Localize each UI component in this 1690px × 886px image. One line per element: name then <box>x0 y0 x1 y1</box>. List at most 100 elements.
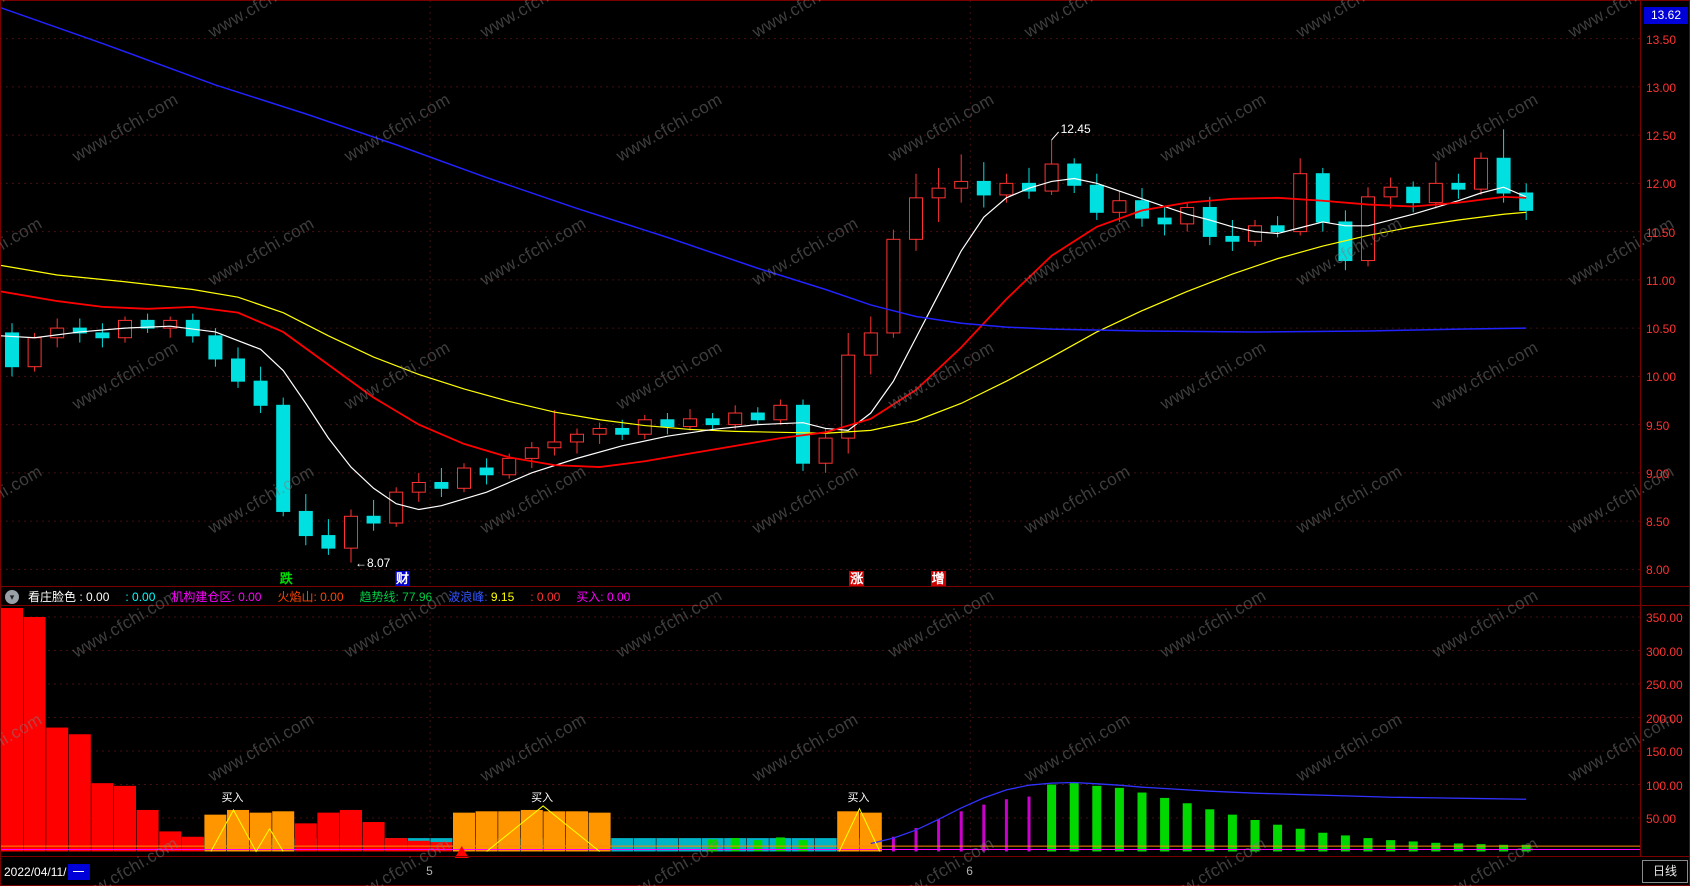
candle-body <box>705 418 720 426</box>
candle-body <box>750 412 765 421</box>
candle-body <box>1022 182 1036 192</box>
candle-body <box>208 335 223 360</box>
indicator-bar-green <box>708 839 718 852</box>
candle-body <box>728 412 743 426</box>
candle-body <box>140 319 155 329</box>
candle-body <box>1451 182 1466 190</box>
candle-body <box>1496 157 1511 194</box>
indicator-value-7: 买入: 0.00 <box>576 589 631 604</box>
candle-body <box>1270 225 1285 233</box>
indicator-bar-green <box>1521 844 1531 852</box>
candle-body <box>524 447 539 459</box>
indicator-bar-green <box>1250 820 1260 852</box>
indicator-bar-red <box>159 831 182 852</box>
high-pointer <box>1051 131 1059 141</box>
candle-body <box>615 427 630 435</box>
indicator-bar-green <box>1227 814 1237 852</box>
candle-body <box>321 535 336 549</box>
indicator-bar-green <box>1137 792 1147 852</box>
candle-body <box>1248 225 1262 242</box>
candle-body <box>976 180 991 196</box>
indicator-bar-magenta <box>959 811 963 852</box>
indicator-bar-red <box>91 783 114 852</box>
indicator-bar-red <box>430 842 453 852</box>
indicator-bar-green <box>1431 842 1441 852</box>
indicator-bar-orange <box>566 811 588 852</box>
indicator-bar-orange <box>498 811 521 852</box>
last-price-marker: 13.62 <box>1644 7 1688 24</box>
candle-body <box>1519 192 1534 211</box>
candle-body <box>1383 186 1398 198</box>
indicator-bar-red <box>385 838 408 852</box>
indicator-bar-red <box>23 617 46 852</box>
candle-body <box>1474 157 1488 190</box>
indicator-bar-red <box>136 809 159 852</box>
indicator-bar-orange <box>249 812 272 852</box>
collapse-icon[interactable]: ▾ <box>5 589 19 604</box>
candle-body <box>72 327 87 334</box>
candle-body <box>389 491 404 524</box>
buy-zigzag <box>838 807 881 852</box>
candle-body <box>683 418 697 428</box>
period-selector[interactable]: 日线 <box>1642 860 1688 883</box>
candle-body <box>1315 173 1330 223</box>
indicator-value-4: 趋势线: 77.96 <box>359 589 433 604</box>
indicator-line-blue <box>870 781 1527 845</box>
candle-body <box>231 358 245 382</box>
candle-body <box>1406 186 1421 204</box>
candle-body <box>95 332 110 339</box>
indicator-bar-orange <box>588 812 611 852</box>
buy-zigzag <box>486 805 600 852</box>
indicator-value-1: : 0.00 <box>125 589 156 604</box>
candle-body <box>1089 184 1104 213</box>
indicator-bar-red <box>362 822 385 852</box>
indicator-bar-red <box>1 608 23 852</box>
indicator-bar-green <box>1160 797 1170 852</box>
candle-body <box>366 515 381 524</box>
indicator-bar-orange <box>453 812 475 852</box>
candle-body <box>1157 217 1172 225</box>
date-text: 2022/04/11/ <box>4 865 67 879</box>
candle-body <box>344 515 358 549</box>
indicator-bar-cyan <box>656 838 679 852</box>
candle-body <box>276 404 291 512</box>
candle-body <box>954 180 969 189</box>
indicator-bar-orange <box>204 814 227 852</box>
indicator-bar-cyan <box>814 838 837 852</box>
candle-body <box>570 433 584 443</box>
candle-body <box>909 197 923 240</box>
candle-body <box>479 467 494 476</box>
up-arrow-icon <box>454 846 469 858</box>
indicator-bar-green <box>1069 782 1079 852</box>
candle-body <box>773 404 788 421</box>
candle-body <box>592 427 607 435</box>
candle-body <box>1112 200 1127 213</box>
indicator-value-3: 火焰山: 0.00 <box>277 589 344 604</box>
indicator-bar-green <box>1499 844 1509 852</box>
candle-body <box>660 419 675 428</box>
indicator-bar-magenta <box>1027 796 1031 852</box>
indicator-bar-green <box>1273 824 1283 852</box>
indicator-bar-red <box>181 836 204 852</box>
indicator-bar-green <box>1295 828 1305 852</box>
candle-body <box>999 182 1014 196</box>
ma-line-white <box>0 177 1527 511</box>
indicator-value-0: 看庄脸色 : 0.00 <box>28 589 110 604</box>
indicator-bar-orange <box>475 811 498 852</box>
buy-zigzag <box>210 808 284 853</box>
candle-body <box>1067 163 1082 186</box>
candle-body <box>502 457 517 476</box>
candle-body <box>547 441 562 449</box>
candle-body <box>411 482 426 493</box>
indicator-bar-magenta <box>982 804 986 852</box>
indicator-bar-orange <box>272 811 295 852</box>
candle-body <box>50 327 65 339</box>
indicator-bar-green <box>775 837 785 852</box>
indicator-bar-green <box>1476 844 1486 852</box>
indicator-bar-magenta <box>914 828 918 852</box>
candle-body <box>1225 235 1240 242</box>
indicator-bar-green <box>1340 835 1350 852</box>
indicator-bar-green <box>730 838 740 852</box>
ma-line-blue <box>0 7 1527 333</box>
